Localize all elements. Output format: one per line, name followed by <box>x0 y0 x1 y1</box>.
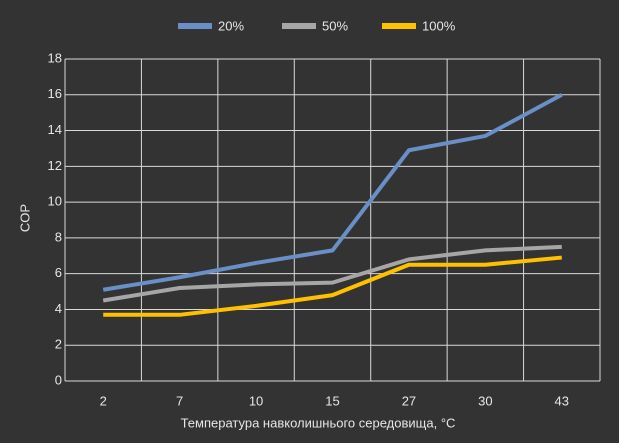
x-tick-label: 2 <box>100 393 107 408</box>
line-series <box>102 244 562 303</box>
x-tick-label: 7 <box>176 393 183 408</box>
legend-swatch <box>178 23 212 29</box>
y-tick-label: 10 <box>48 194 62 209</box>
line-series <box>103 255 562 317</box>
x-tick-label: 30 <box>478 393 492 408</box>
legend-label: 100% <box>422 18 456 33</box>
x-tick-label: 43 <box>555 393 569 408</box>
y-tick-label: 16 <box>48 86 62 101</box>
legend-swatch <box>382 23 416 29</box>
y-tick-label: 18 <box>48 50 62 65</box>
x-tick-label: 10 <box>249 393 263 408</box>
x-tick-label: 27 <box>402 393 416 408</box>
y-tick-label: 8 <box>55 229 62 244</box>
x-tick-label: 15 <box>325 393 339 408</box>
x-axis-label: Температура навколишнього середовища, °C <box>181 415 456 430</box>
legend-label: 20% <box>218 18 244 33</box>
y-tick-label: 2 <box>55 337 62 352</box>
y-tick-label: 14 <box>48 122 62 137</box>
line-series <box>102 93 563 292</box>
legend-swatch <box>282 23 316 29</box>
y-tick-label: 12 <box>48 158 62 173</box>
y-tick-label: 4 <box>55 301 62 316</box>
y-tick-label: 6 <box>55 265 62 280</box>
legend-label: 50% <box>322 18 348 33</box>
y-tick-label: 0 <box>55 372 62 387</box>
y-axis-label: COP <box>17 204 32 232</box>
